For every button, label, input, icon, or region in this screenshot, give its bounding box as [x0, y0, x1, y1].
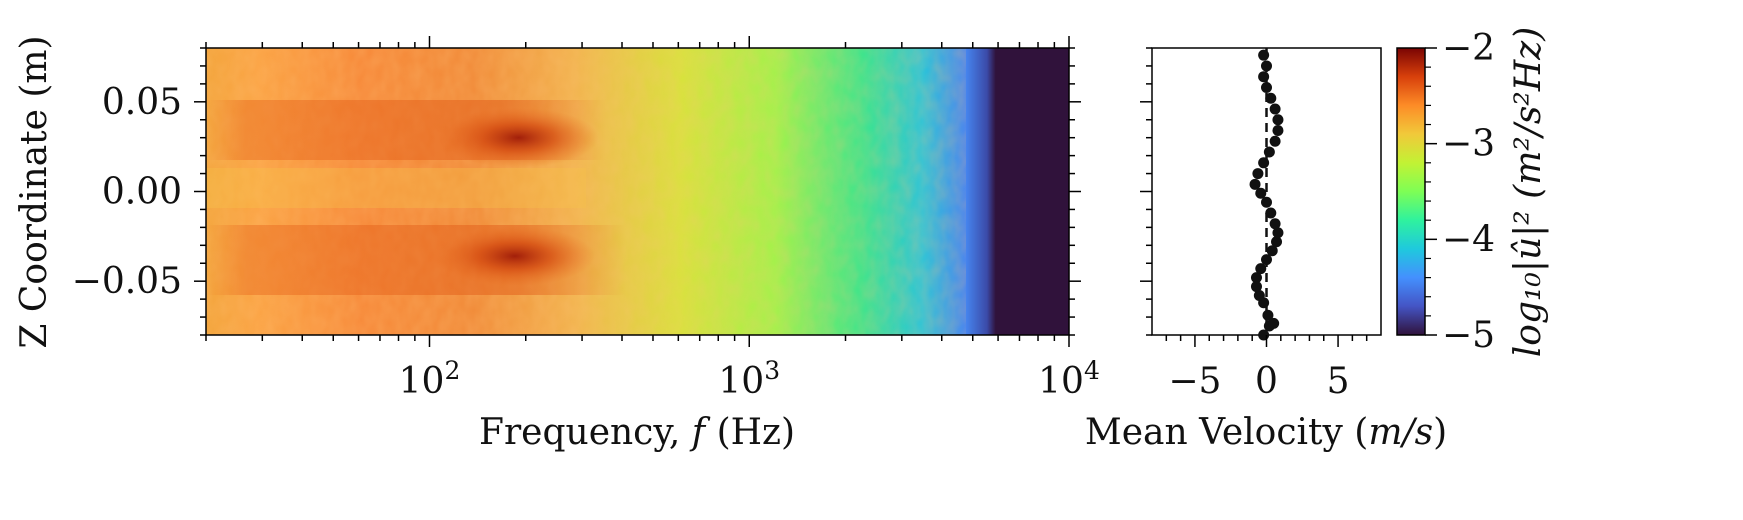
colorbar-tick-label-2: −4	[1442, 219, 1495, 260]
velocity-point-19	[1258, 157, 1269, 168]
heatmap-x-axis-label: Frequency, f (Hz)	[479, 412, 795, 453]
velocity-point-28	[1261, 60, 1272, 71]
velocity-point-13	[1270, 218, 1281, 229]
velocity-point-29	[1258, 50, 1269, 61]
heatmap-y-tick-label-0: 0.05	[102, 82, 182, 123]
heatmap-x-tick-label-1: 103	[718, 356, 780, 402]
heatmap-hotspot-1	[435, 226, 595, 286]
velocity-point-20	[1264, 147, 1275, 158]
velocity-x-tick-label-1: 0	[1255, 361, 1278, 402]
heatmap-x-tick-label-0: 102	[399, 356, 461, 402]
heatmap-x-tick-label-2: 104	[1038, 356, 1100, 402]
colorbar-gradient	[1397, 48, 1425, 335]
velocity-point-26	[1261, 82, 1272, 93]
velocity-point-3	[1262, 310, 1273, 321]
colorbar-tick-label-0: −2	[1442, 28, 1495, 69]
velocity-x-tick-label-2: 5	[1327, 361, 1350, 402]
velocity-point-17	[1250, 179, 1261, 190]
velocity-point-27	[1258, 71, 1269, 82]
heatmap-y-axis-label: Z Coordinate (m)	[14, 35, 55, 348]
heatmap-hotspot-0	[439, 108, 599, 168]
velocity-point-18	[1252, 168, 1263, 179]
colorbar: −2 −3 −4 −5 log₁₀|û|² (m²/s²Hz)	[1397, 27, 1549, 357]
velocity-point-22	[1272, 125, 1283, 136]
velocity-point-25	[1265, 93, 1276, 104]
velocity-point-23	[1272, 114, 1283, 125]
colorbar-label: log₁₀|û|² (m²/s²Hz)	[1508, 27, 1549, 357]
colorbar-tick-label-1: −3	[1442, 124, 1495, 165]
colorbar-tick-label-3: −5	[1442, 315, 1495, 356]
velocity-x-tick-label-0: −5	[1168, 361, 1221, 402]
velocity-x-axis-label: Mean Velocity (m/s)	[1085, 412, 1447, 453]
velocity-point-21	[1270, 136, 1281, 147]
velocity-point-24	[1270, 103, 1281, 114]
velocity-point-14	[1265, 208, 1276, 219]
heatmap-y-tick-label-1: 0.00	[102, 172, 182, 213]
spectrum-heatmap: 102 103 104 0.05 0.00 −0.05 Frequency, f (Hz…	[14, 35, 1100, 453]
mean-velocity-plot: −5 0 5 Mean Velocity (m/s)	[1085, 48, 1447, 453]
heatmap-y-tick-label-2: −0.05	[72, 261, 182, 302]
centerline-band	[206, 168, 586, 208]
